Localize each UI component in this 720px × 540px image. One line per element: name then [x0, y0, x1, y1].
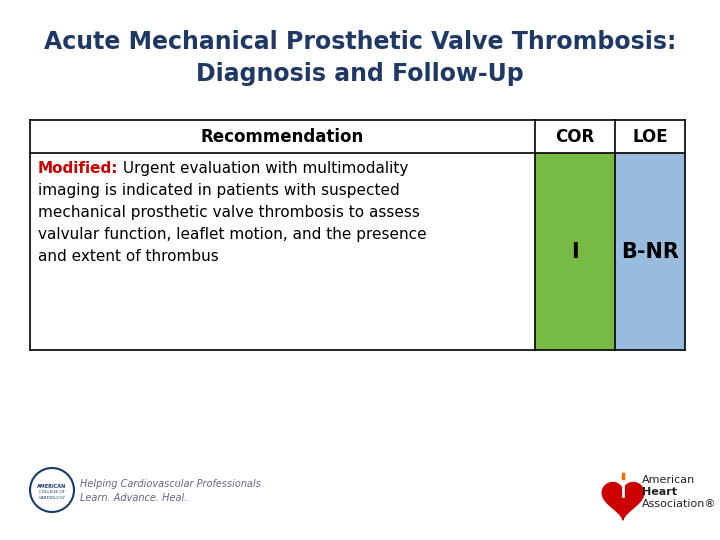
Text: American: American [642, 475, 696, 485]
Text: mechanical prosthetic valve thrombosis to assess: mechanical prosthetic valve thrombosis t… [38, 205, 420, 220]
Text: Learn. Advance. Heal.: Learn. Advance. Heal. [80, 493, 187, 503]
Text: COLLEGE OF: COLLEGE OF [39, 490, 65, 494]
Bar [30, 153, 535, 350]
Bar [615, 153, 685, 350]
Text: CARDIOLOGY: CARDIOLOGY [38, 496, 66, 500]
Text: Heart: Heart [642, 487, 677, 497]
Text: Acute Mechanical Prosthetic Valve Thrombosis:: Acute Mechanical Prosthetic Valve Thromb… [44, 30, 676, 54]
Text: Diagnosis and Follow-Up: Diagnosis and Follow-Up [196, 62, 524, 86]
Polygon shape [602, 483, 644, 520]
Text: Urgent evaluation with multimodality: Urgent evaluation with multimodality [119, 161, 409, 176]
Text: imaging is indicated in patients with suspected: imaging is indicated in patients with su… [38, 183, 400, 198]
Text: Association®: Association® [642, 499, 716, 509]
Text: B-NR: B-NR [621, 241, 679, 261]
Text: valvular function, leaflet motion, and the presence: valvular function, leaflet motion, and t… [38, 227, 427, 242]
Text: and extent of thrombus: and extent of thrombus [38, 249, 219, 264]
Text: AMERICAN: AMERICAN [37, 483, 67, 489]
Text: COR: COR [555, 127, 595, 145]
Text: I: I [571, 241, 579, 261]
Bar [535, 153, 615, 350]
Text: Modified:: Modified: [38, 161, 119, 176]
Text: LOE: LOE [632, 127, 668, 145]
Bar [30, 120, 685, 153]
Text: Helping Cardiovascular Professionals: Helping Cardiovascular Professionals [80, 479, 261, 489]
Text: Recommendation: Recommendation [201, 127, 364, 145]
